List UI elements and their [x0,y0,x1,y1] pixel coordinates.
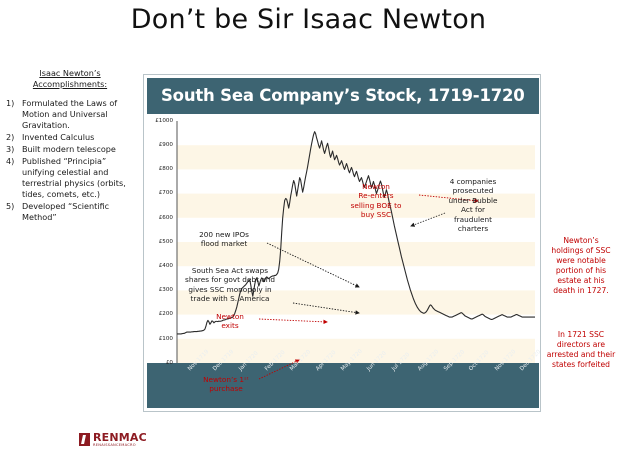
renmac-logo: RENMAC RENAISSANCEMACRO [79,432,147,448]
stock-chart: South Sea Company’s Stock, 1719-1720 New… [143,74,542,412]
annotation-south-sea-act: South Sea Act swaps shares for govt debt… [185,266,275,304]
list-item: 5) Developed “Scientific Method” [6,201,134,223]
x-axis-band [147,363,539,408]
y-axis-tick-label: £400 [158,263,173,269]
y-axis-tick-label: £200 [158,311,173,318]
y-axis-tick-label: £900 [158,142,173,148]
list-item-number: 4) [6,155,15,166]
y-axis-tick-label: £500 [158,238,173,245]
list-item-label: Published “Principia” unifying celestial… [22,155,126,200]
list-item: 4) Published “Principia” unifying celest… [6,156,134,201]
annotation-ipos: 200 new IPOs flood market [199,230,249,249]
list-item-number: 3) [6,143,15,154]
annotation-newton-exits: Newton exits [216,312,244,331]
note-directors-arrested: In 1721 SSC directors are arrested and t… [546,330,616,369]
list-item-number: 1) [6,98,15,108]
y-axis-tick-label: £600 [158,214,173,221]
y-axis-tick-label: £700 [158,190,173,197]
page-title: Don’t be Sir Isaac Newton [130,4,487,35]
logo-subtitle: RENAISSANCEMACRO [93,443,136,447]
list-item-label: Built modern telescope [22,143,116,154]
list-item-number: 5) [6,200,15,211]
list-item-label: Invented Calculus [22,132,95,143]
accomplishments-sidebar: Isaac Newton’s Accomplishments: 1) Formu… [6,68,134,224]
y-axis-tick-label: £800 [158,166,173,173]
list-item: 2) Invented Calculus [6,132,134,143]
list-item-label: Formulated the Laws of Motion and Univer… [22,98,118,131]
list-item: 3) Built modern telescope [6,144,134,155]
chart-plot-area: Newton Re-enters selling BOE to buy SSC … [147,117,542,408]
list-item-number: 2) [6,132,15,143]
annotation-newton-reenters: Newton Re-enters selling BOE to buy SSC [350,182,402,220]
chart-title: South Sea Company’s Stock, 1719-1720 [161,86,525,105]
annotation-four-companies: 4 companies prosecuted under Bubble Act … [448,177,498,234]
chart-header-bar: South Sea Company’s Stock, 1719-1720 [147,78,539,114]
list-item: 1) Formulated the Laws of Motion and Uni… [6,98,134,132]
list-item-label: Developed “Scientific Method” [22,200,110,223]
renmac-logo-text: RENMAC RENAISSANCEMACRO [93,432,147,448]
annotation-newton-first-purchase: Newton’s 1ˢᵗ purchase [203,375,249,394]
renmac-logo-icon [79,433,90,447]
y-axis-tick-label: £100 [158,335,173,342]
logo-name: RENMAC [93,431,147,444]
y-axis-tick-label: £0 [165,359,173,366]
note-newton-holdings: Newton’s holdings of SSC were notable po… [551,236,611,295]
y-axis-tick-label: £1000 [155,117,173,124]
price-line-svg [176,121,535,380]
sidebar-heading: Isaac Newton’s Accomplishments: [32,68,108,89]
y-axis-tick-label: £300 [158,287,173,294]
